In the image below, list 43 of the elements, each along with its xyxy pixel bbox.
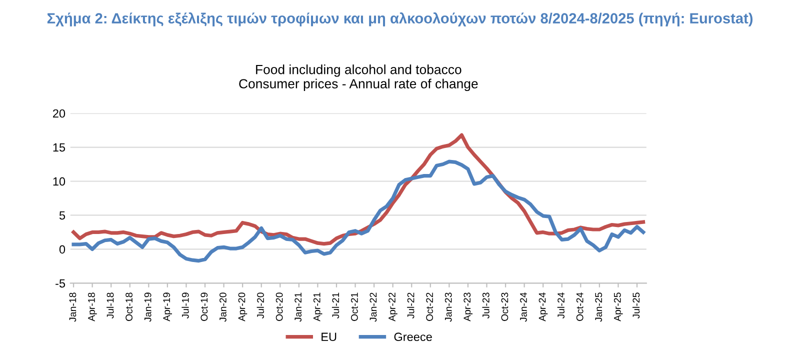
x-tick-label: Jan-19 [144, 292, 152, 322]
line-series [72, 133, 646, 246]
x-tick-label: Jan-23 [444, 292, 452, 322]
x-tick-label: Jul-21 [332, 292, 340, 319]
y-tick-label: 5 [59, 211, 66, 220]
x-tick-label: Jan-25 [595, 292, 602, 322]
x-tick-label: Oct-21 [350, 292, 358, 321]
x-tick-label: Jul-23 [482, 292, 490, 319]
x-tick-label: Jul-20 [256, 292, 264, 319]
x-tick-label: Oct-20 [276, 292, 283, 321]
x-tick-label: Apr-25 [614, 292, 623, 322]
x-tick-label: Apr-24 [538, 292, 548, 322]
y-tick-label: 20 [53, 109, 66, 118]
x-tick-label: Oct-22 [426, 292, 434, 321]
chart-title: Σχήμα 2: Δείκτης εξέλιξης τιμών τροφίμων και μη αλκοολούχων ποτών 8/2024-8/2025 (πηγή: Eurostat) [47, 12, 753, 26]
legend-label: Greece [394, 332, 432, 342]
x-tick-label: Jul-22 [407, 292, 414, 319]
x-tick-label: Jul-24 [557, 292, 564, 319]
x-tick-label: Oct-19 [200, 292, 208, 321]
x-tick-label: Jan-22 [370, 292, 377, 322]
x-tick-label: Apr-20 [238, 292, 248, 322]
x-tick-label: Oct-24 [576, 292, 584, 321]
x-tick-label: Apr-21 [313, 292, 322, 322]
line-series [72, 160, 646, 263]
y-tick-label: 15 [53, 143, 66, 152]
x-tick-label: Jan-18 [69, 292, 76, 322]
x-tick-label: Jul-25 [632, 292, 640, 319]
x-tick-label: Apr-23 [464, 292, 472, 322]
y-tick-label: -5 [56, 279, 66, 288]
y-tick-label: 10 [53, 177, 66, 186]
x-tick-label: Jan-20 [220, 292, 226, 322]
legend-label: EU [322, 332, 336, 342]
x-tick-label: Apr-18 [88, 292, 97, 322]
x-tick-label: Oct-23 [501, 292, 508, 321]
y-tick-label: 0 [59, 245, 66, 254]
x-tick-label: Jul-19 [182, 292, 189, 319]
x-tick-label: Oct-18 [126, 292, 132, 321]
chart-subtitle: Food including alcohol and tobacco Consumer prices - Annual rate of change [239, 64, 478, 92]
x-tick-label: Apr-22 [388, 292, 398, 322]
x-tick-label: Jan-24 [520, 292, 527, 322]
x-tick-label: Apr-19 [163, 292, 172, 322]
x-tick-label: Jul-18 [106, 292, 114, 319]
x-tick-label: Jan-21 [294, 292, 302, 322]
